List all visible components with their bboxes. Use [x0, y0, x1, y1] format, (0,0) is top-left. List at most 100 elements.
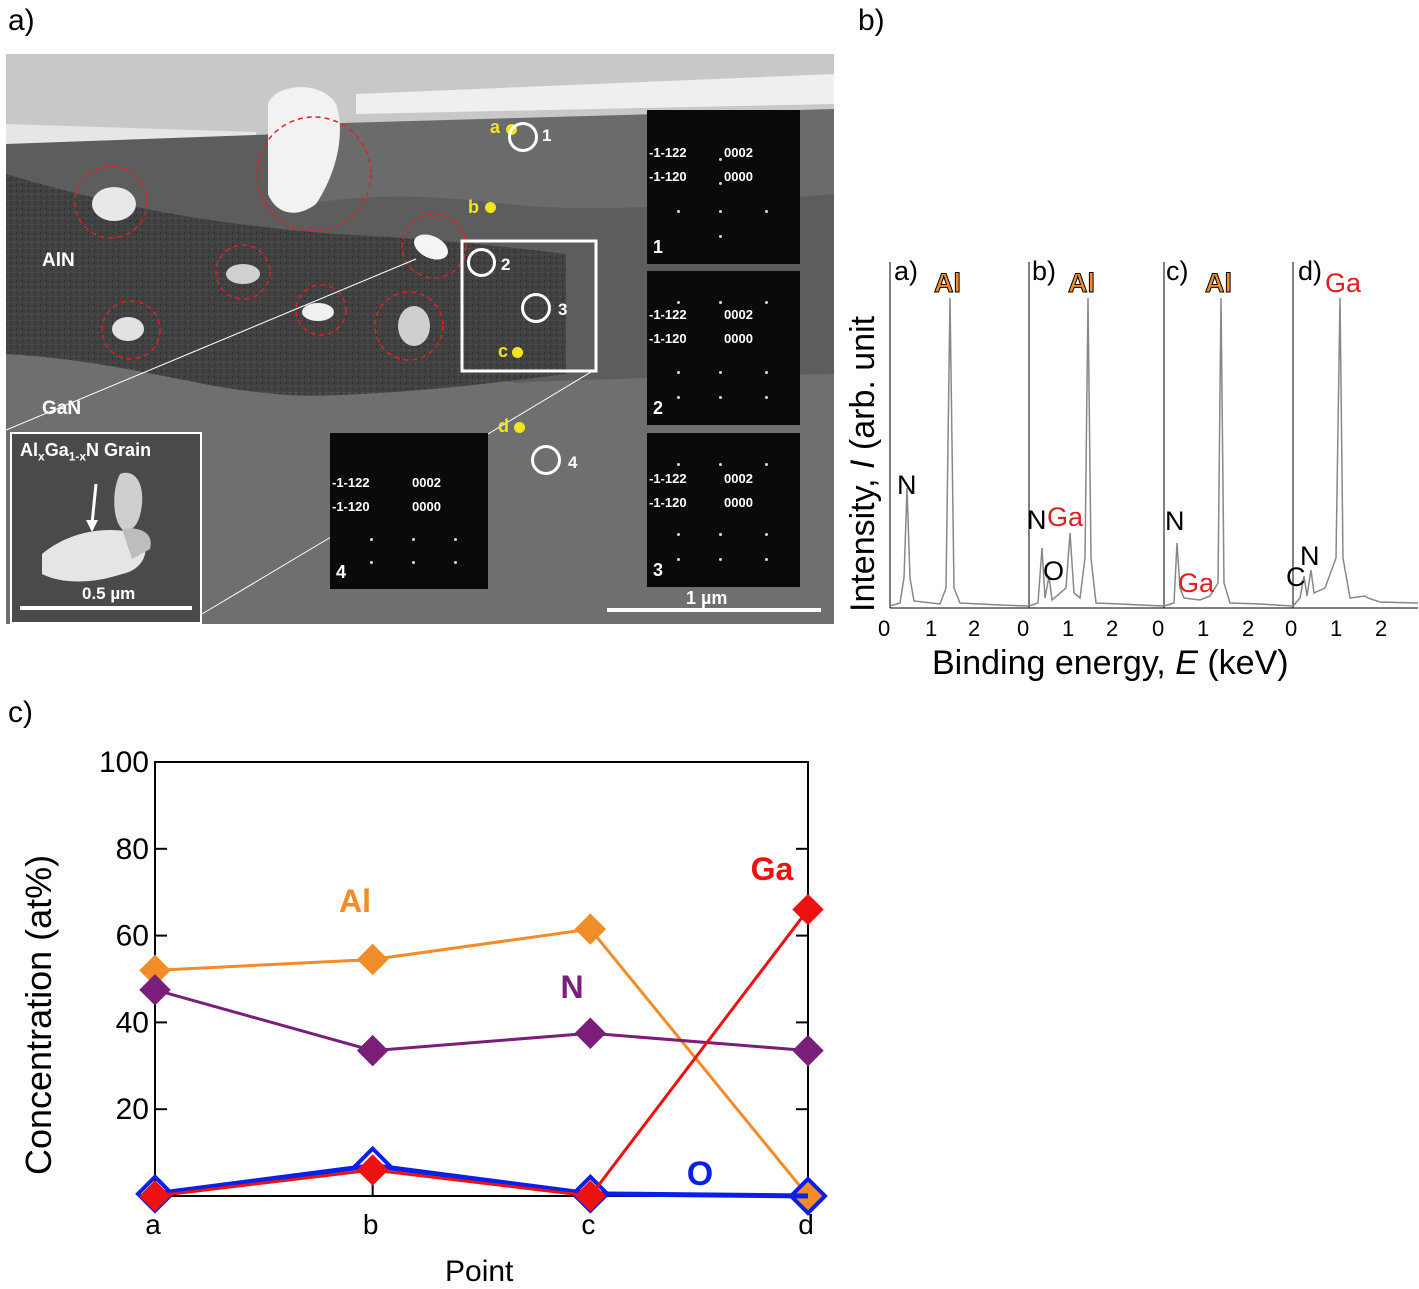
spectrum-c-peak-n: N [1165, 506, 1185, 536]
grain-label-ga: Ga [44, 440, 69, 460]
edx-ylabel-pre: Intensity, [844, 469, 882, 612]
series-label-o: O [687, 1155, 713, 1193]
saed-4-hkl-d: 0000 [412, 499, 441, 514]
series-line-o [154, 1163, 809, 1199]
spectrum-b-peak-ga: Ga [1047, 502, 1084, 532]
series-label-n: N [560, 969, 583, 1005]
grain-label-sub-1x: 1-x [68, 449, 87, 464]
spectrum-d-id-text: d) [1298, 256, 1323, 286]
saed-1-hkl-a: -1-122 [649, 145, 687, 160]
spectrum-b-peak-o: O [1043, 556, 1065, 586]
circle-1 [508, 122, 538, 152]
grain-label: AlxGa1-xN Grain [20, 440, 151, 464]
saed-3-hkl-b: -1-120 [649, 495, 687, 510]
data-point-al [574, 913, 607, 945]
inset-scale-label: 0.5 µm [82, 584, 136, 603]
edx-c-tick-2: 2 [1242, 616, 1255, 641]
spectrum-c-id: c) [1166, 256, 1189, 286]
y-tick-label: 60 [116, 920, 149, 953]
edx-ylabel-var: I [844, 459, 882, 469]
series-line-al [154, 927, 810, 1197]
spectrum-d-peak-c: C [1286, 562, 1306, 592]
series-label-al: Al [339, 883, 371, 919]
edx-ylabel-post: (arb. unit [844, 315, 882, 460]
edx-d-tick-2: 2 [1375, 616, 1388, 641]
saed-3-hkl-a: -1-122 [649, 471, 687, 486]
edx-a-tick-2: 2 [968, 616, 981, 641]
point-c-label: c [498, 341, 509, 361]
panel-a-label: a) [8, 4, 35, 37]
tem-micrograph: AlN GaN a b c d 1 2 3 4 -1-122 -1-120 00… [6, 54, 834, 624]
spectrum-d [1292, 297, 1419, 607]
point-d-label: d [498, 416, 509, 436]
spectrum-a-peak-n: N [897, 470, 917, 500]
saed-pattern-1: -1-122 -1-120 0002 0000 1 [647, 110, 800, 264]
spectrum-c-peak-ga: Ga [1178, 568, 1215, 598]
x-tick-label: d [798, 1209, 814, 1240]
series-line-n [154, 988, 809, 1053]
series-label-ga: Ga [751, 851, 794, 887]
saed-2-hkl-d: 0000 [724, 331, 753, 346]
spectrum-a-peak-al: Al [934, 268, 962, 299]
chart-xlabel: Point [445, 1255, 514, 1288]
edx-xlabel-var: E [1175, 644, 1198, 682]
spectrum-b-peak-n: N [1027, 505, 1047, 535]
aln-label: AlN [42, 250, 75, 271]
edx-spectra [889, 262, 1419, 609]
data-point-n [574, 1017, 607, 1049]
x-tick-label: c [581, 1209, 595, 1240]
spectrum-b-peak-al: Al [1068, 268, 1096, 299]
point-b-dot [485, 202, 496, 213]
x-tick-label: b [363, 1209, 379, 1240]
spectrum-a [889, 297, 1029, 607]
gan-label: GaN [42, 398, 82, 419]
data-point-ga [574, 1180, 607, 1212]
circle-4-label: 4 [568, 453, 578, 472]
y-tick-label: 80 [116, 833, 149, 866]
spectrum-c [1163, 297, 1293, 607]
main-scale-label: 1 µm [686, 588, 728, 608]
circle-2 [467, 248, 496, 277]
saed-1-number: 1 [653, 237, 664, 257]
edx-d-tick-1: 1 [1330, 616, 1343, 641]
edx-xlabel-pre: Binding energy, [932, 644, 1176, 682]
grain-image [42, 472, 151, 582]
saed-pattern-4: -1-122 -1-120 0002 0000 4 [330, 433, 488, 589]
y-tick-label: 100 [99, 746, 149, 779]
point-a-label: a [490, 117, 501, 137]
spectrum-d-peak-n: N [1300, 541, 1320, 571]
edx-xlabel-post: (keV) [1197, 644, 1289, 682]
saed-2-hkl-a: -1-122 [649, 307, 687, 322]
edx-b-tick-2: 2 [1106, 616, 1119, 641]
edx-xlabel: Binding energy, E (keV) [932, 644, 1289, 683]
inset-scale-bar [20, 606, 192, 610]
plot-frame [154, 761, 809, 1197]
data-point-ga [356, 1154, 389, 1186]
y-tick-label: 20 [116, 1093, 149, 1126]
main-scale-bar [607, 608, 821, 612]
edx-a-tick-1: 1 [925, 616, 938, 641]
grain-label-tail: N Grain [86, 440, 152, 460]
point-c-dot [512, 347, 523, 358]
spectrum-b [1028, 297, 1164, 607]
edx-a-tick-0: 0 [878, 616, 891, 641]
saed-4-number: 4 [336, 562, 347, 582]
saed-1-hkl-d: 0000 [724, 169, 753, 184]
y-tick-label: 40 [116, 1006, 149, 1039]
grain-label-al: Al [20, 440, 38, 460]
data-point-ga [792, 893, 824, 926]
circle-2-label: 2 [501, 255, 511, 274]
panel-b-label: b) [858, 4, 885, 37]
saed-3-number: 3 [653, 560, 664, 580]
saed-4-hkl-c: 0002 [412, 475, 441, 490]
edx-c-tick-1: 1 [1197, 616, 1210, 641]
circle-4 [531, 445, 561, 475]
circle-1-label: 1 [542, 126, 552, 145]
data-point-n [356, 1034, 389, 1067]
grain-markers [74, 116, 467, 361]
data-point-al [356, 943, 389, 976]
saed-4-hkl-b: -1-120 [332, 499, 370, 514]
saed-pattern-3: -1-122 -1-120 0002 0000 3 [647, 433, 800, 587]
concentration-chart: 20 40 60 80 100 a b c d Al N O Ga [99, 746, 828, 1240]
selected-area-box [460, 239, 598, 373]
